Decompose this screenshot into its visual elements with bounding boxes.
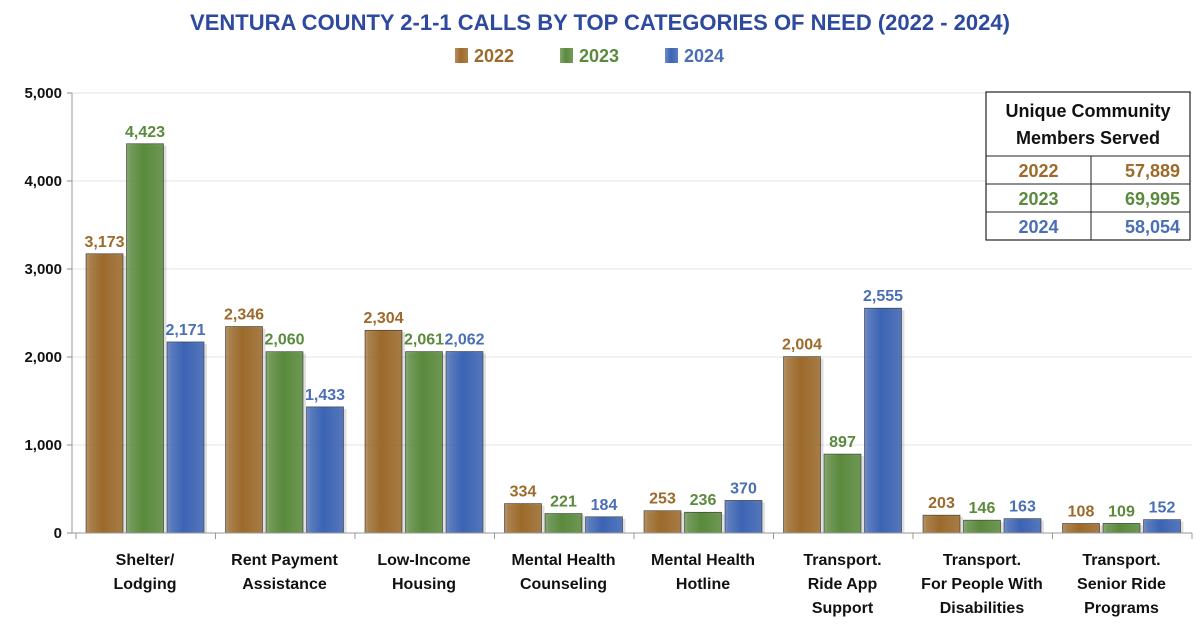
category-label-6: Transport. For People With Disabilities [921,552,1043,617]
y-tick-label: 2,000 [24,349,62,366]
data-label-2023-6: 146 [969,500,996,517]
bar-2023-6 [963,519,1001,534]
bar-2022-1 [225,326,263,534]
data-label-2022-6: 203 [928,495,955,512]
legend-label-2024: 2024 [684,46,724,66]
bar-2022-4 [643,510,682,534]
summary-table-header-line2: Members Served [1016,128,1160,148]
summary-table-value-2023: 69,995 [1125,189,1180,209]
data-label-2022-2: 2,304 [363,310,403,327]
bar-2023-1 [265,351,304,534]
category-label-3: Mental Health Counseling [511,552,615,593]
category-label-4: Mental Health Hotline [651,552,755,593]
data-label-2022-3: 334 [510,484,537,501]
category-label-0: Shelter/Lodging [113,552,176,593]
data-label-2023-3: 221 [550,494,577,511]
legend-label-2023: 2023 [579,46,619,66]
category-label-5: Transport. Ride App Support [803,552,881,617]
bar-2023-3 [544,513,583,534]
data-label-2024-5: 2,555 [863,288,903,305]
legend-swatch-2024 [665,48,678,63]
data-label-2024-7: 152 [1149,500,1176,517]
summary-table-value-2022: 57,889 [1125,161,1180,181]
data-label-2022-0: 3,173 [84,234,124,251]
data-label-2024-3: 184 [591,497,618,514]
legend-label-2022: 2022 [474,46,514,66]
data-label-2024-0: 2,171 [165,322,205,339]
bar-2024-0 [166,341,205,534]
summary-table-frame [985,91,1191,241]
data-label-2024-4: 370 [730,480,757,497]
summary-table-header-line1: Unique Community [1006,101,1171,121]
summary-table: Unique Community Members Served 2022 57,889… [985,91,1191,241]
bar-2022-7 [1062,523,1100,534]
y-tick-label: 4,000 [24,173,62,190]
legend: 2022 2023 2024 [455,46,724,66]
bar-2022-3 [504,503,542,534]
bar-2024-3 [585,516,623,534]
data-label-2023-7: 109 [1108,503,1135,520]
bars-group [85,143,1184,534]
bar-2024-5 [864,307,902,534]
bar-2022-0 [85,253,124,534]
data-label-2023-1: 2,060 [264,332,304,349]
y-axis: 0 1,000 2,000 3,000 4,000 5,000 [24,85,73,542]
bar-2023-2 [405,351,443,534]
data-label-2023-5: 897 [829,434,856,451]
bar-2024-1 [306,406,344,534]
y-tick-label: 5,000 [24,85,62,102]
bar-2023-5 [823,453,862,534]
category-label-1: Rent Payment Assistance [231,552,338,593]
summary-table-year-2024: 2024 [1018,217,1058,237]
bar-2023-4 [684,511,722,534]
y-tick-label: 3,000 [24,261,62,278]
bar-2024-6 [1003,518,1042,534]
category-label-7: Transport. Senior Ride Programs [1077,552,1166,617]
y-tick-label: 0 [54,525,62,542]
bar-2023-0 [126,143,164,534]
bar-2023-7 [1102,523,1141,534]
summary-table-value-2024: 58,054 [1125,217,1180,237]
bar-2024-7 [1143,519,1181,534]
category-label-2: Low-Income Housing [377,552,470,593]
bar-2022-5 [783,356,821,534]
bar-2022-2 [364,329,403,534]
chart-title: VENTURA COUNTY 2-1-1 CALLS BY TOP CATEGO… [190,10,1010,35]
data-label-2023-2: 2,061 [404,332,444,349]
data-label-2023-4: 236 [690,492,717,509]
summary-table-year-2022: 2022 [1018,161,1058,181]
data-label-2022-4: 253 [649,491,676,508]
data-label-2024-6: 163 [1009,499,1036,516]
bar-2022-6 [922,514,961,534]
y-tick-label: 1,000 [24,437,62,454]
data-label-2022-1: 2,346 [224,307,264,324]
bar-2024-4 [724,500,763,534]
data-label-2024-1: 1,433 [305,387,345,404]
data-label-2022-5: 2,004 [782,337,822,354]
data-label-2022-7: 108 [1068,503,1095,520]
data-label-2024-2: 2,062 [444,332,484,349]
summary-table-year-2023: 2023 [1018,189,1058,209]
bar-2024-2 [445,351,484,534]
x-axis: Shelter/Lodging Rent Payment Assistance Low… [72,532,1193,617]
legend-swatch-2023 [560,48,573,63]
legend-swatch-2022 [455,48,468,63]
data-label-2023-0: 4,423 [125,124,165,141]
